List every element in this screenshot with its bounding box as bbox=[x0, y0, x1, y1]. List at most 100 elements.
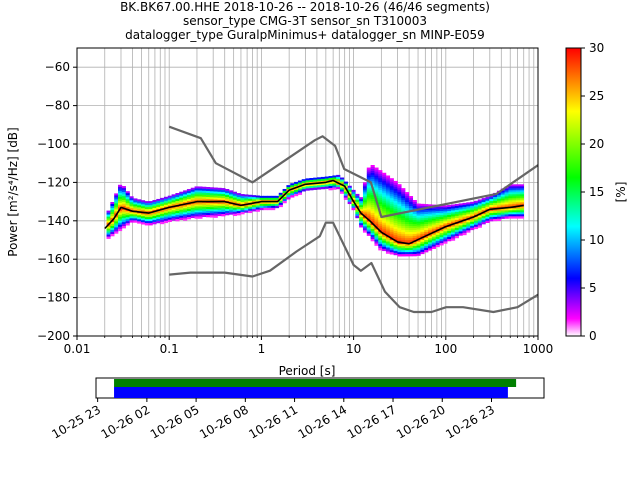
heatmap-cell bbox=[370, 172, 375, 176]
heatmap-cell bbox=[473, 216, 479, 220]
heatmap-cell bbox=[229, 204, 234, 207]
heatmap-cell bbox=[500, 200, 505, 203]
heatmap-cell bbox=[519, 202, 525, 205]
heatmap-cell bbox=[470, 203, 475, 207]
heatmap-cell bbox=[106, 228, 111, 231]
heatmap-cell bbox=[221, 210, 226, 213]
heatmap-cell bbox=[244, 206, 249, 209]
heatmap-cell bbox=[225, 213, 230, 216]
heatmap-cell bbox=[374, 223, 379, 226]
heatmap-cell bbox=[397, 218, 402, 221]
heatmap-cell bbox=[435, 212, 440, 216]
heatmap-cell bbox=[179, 215, 184, 219]
heatmap-cell bbox=[198, 190, 203, 193]
heatmap-cell bbox=[183, 190, 188, 193]
heatmap-cell bbox=[389, 206, 394, 209]
heatmap-cell bbox=[251, 207, 257, 210]
heatmap-cell bbox=[114, 197, 119, 200]
heatmap-cell bbox=[496, 192, 502, 196]
heatmap-cell bbox=[144, 221, 149, 224]
heatmap-cell bbox=[125, 219, 130, 222]
plot-grid bbox=[76, 48, 538, 337]
heatmap-cell bbox=[439, 205, 444, 208]
heatmap-cell bbox=[129, 216, 134, 219]
heatmap-cell bbox=[225, 191, 230, 194]
heatmap-cell bbox=[121, 204, 126, 207]
heatmap-cell bbox=[144, 209, 149, 212]
heatmap-cell bbox=[114, 217, 119, 220]
heatmap-cell bbox=[401, 244, 406, 247]
heatmap-cell bbox=[378, 186, 383, 189]
heatmap-cell bbox=[144, 215, 149, 218]
heatmap-cell bbox=[439, 243, 444, 246]
heatmap-cell bbox=[206, 195, 211, 198]
x-tick-label: 0.1 bbox=[160, 342, 179, 356]
heatmap-cell bbox=[405, 202, 410, 205]
heatmap-cell bbox=[389, 240, 394, 243]
heatmap-cell bbox=[412, 218, 417, 221]
heatmap-cell bbox=[401, 188, 406, 191]
heatmap-cell bbox=[121, 202, 126, 205]
heatmap-cell bbox=[458, 209, 463, 212]
heatmap-cell bbox=[179, 209, 184, 213]
heatmap-cell bbox=[428, 214, 433, 217]
heatmap-cell bbox=[401, 224, 406, 227]
heatmap-cell bbox=[424, 220, 429, 223]
heatmap-cell bbox=[118, 204, 123, 208]
heatmap-cell bbox=[133, 212, 138, 215]
heatmap-cell bbox=[374, 229, 379, 232]
heatmap-cell bbox=[374, 241, 379, 244]
heatmap-cell bbox=[378, 196, 383, 199]
heatmap-cell bbox=[351, 191, 356, 195]
heatmap-cell bbox=[519, 184, 525, 187]
heatmap-cell bbox=[133, 202, 138, 205]
heatmap-cell bbox=[301, 185, 306, 188]
heatmap-cell bbox=[382, 242, 387, 246]
heatmap-cell bbox=[294, 181, 299, 185]
heatmap-cell bbox=[148, 215, 153, 218]
heatmap-cell bbox=[202, 212, 207, 216]
heatmap-cell bbox=[428, 212, 433, 215]
heatmap-cell bbox=[504, 190, 509, 193]
heatmap-cell bbox=[286, 197, 291, 200]
heatmap-cell bbox=[171, 214, 176, 217]
heatmap-cell bbox=[519, 208, 525, 211]
heatmap-cell bbox=[408, 222, 414, 225]
heatmap-cell bbox=[385, 195, 391, 198]
heatmap-cell bbox=[424, 208, 429, 211]
heatmap-cell bbox=[431, 222, 436, 225]
heatmap-cell bbox=[439, 219, 444, 222]
heatmap-cell bbox=[382, 204, 387, 208]
heatmap-cell bbox=[424, 218, 429, 221]
heatmap-cell bbox=[324, 182, 329, 185]
heatmap-cell bbox=[393, 242, 398, 246]
heatmap-cell bbox=[232, 205, 237, 209]
heatmap-cell bbox=[118, 188, 123, 192]
heatmap-cell bbox=[286, 187, 291, 190]
heatmap-cell bbox=[401, 250, 406, 253]
heatmap-cell bbox=[217, 197, 222, 201]
heatmap-cell bbox=[443, 213, 448, 216]
heatmap-cell bbox=[362, 202, 368, 205]
heatmap-cell bbox=[397, 184, 402, 187]
heatmap-cell bbox=[114, 227, 119, 230]
heatmap-cell bbox=[397, 252, 402, 255]
availability-tick-label: 10-26 08 bbox=[197, 402, 251, 441]
heatmap-cell bbox=[447, 220, 452, 224]
heatmap-cell bbox=[473, 208, 479, 212]
heatmap-cell bbox=[152, 220, 157, 223]
x-tick-label: 1 bbox=[258, 342, 266, 356]
heatmap-cell bbox=[370, 180, 375, 184]
heatmap-cell bbox=[458, 227, 463, 230]
heatmap-cell bbox=[362, 230, 368, 233]
heatmap-cell bbox=[213, 193, 218, 196]
heatmap-cell bbox=[401, 236, 406, 239]
heatmap-cell bbox=[493, 204, 498, 208]
heatmap-cell bbox=[458, 213, 463, 216]
heatmap-cell bbox=[263, 195, 268, 199]
heatmap-cell bbox=[435, 222, 440, 226]
heatmap-cell bbox=[431, 224, 436, 227]
heatmap-cell bbox=[470, 209, 475, 213]
heatmap-cell bbox=[305, 180, 310, 183]
heatmap-cell bbox=[259, 197, 264, 201]
